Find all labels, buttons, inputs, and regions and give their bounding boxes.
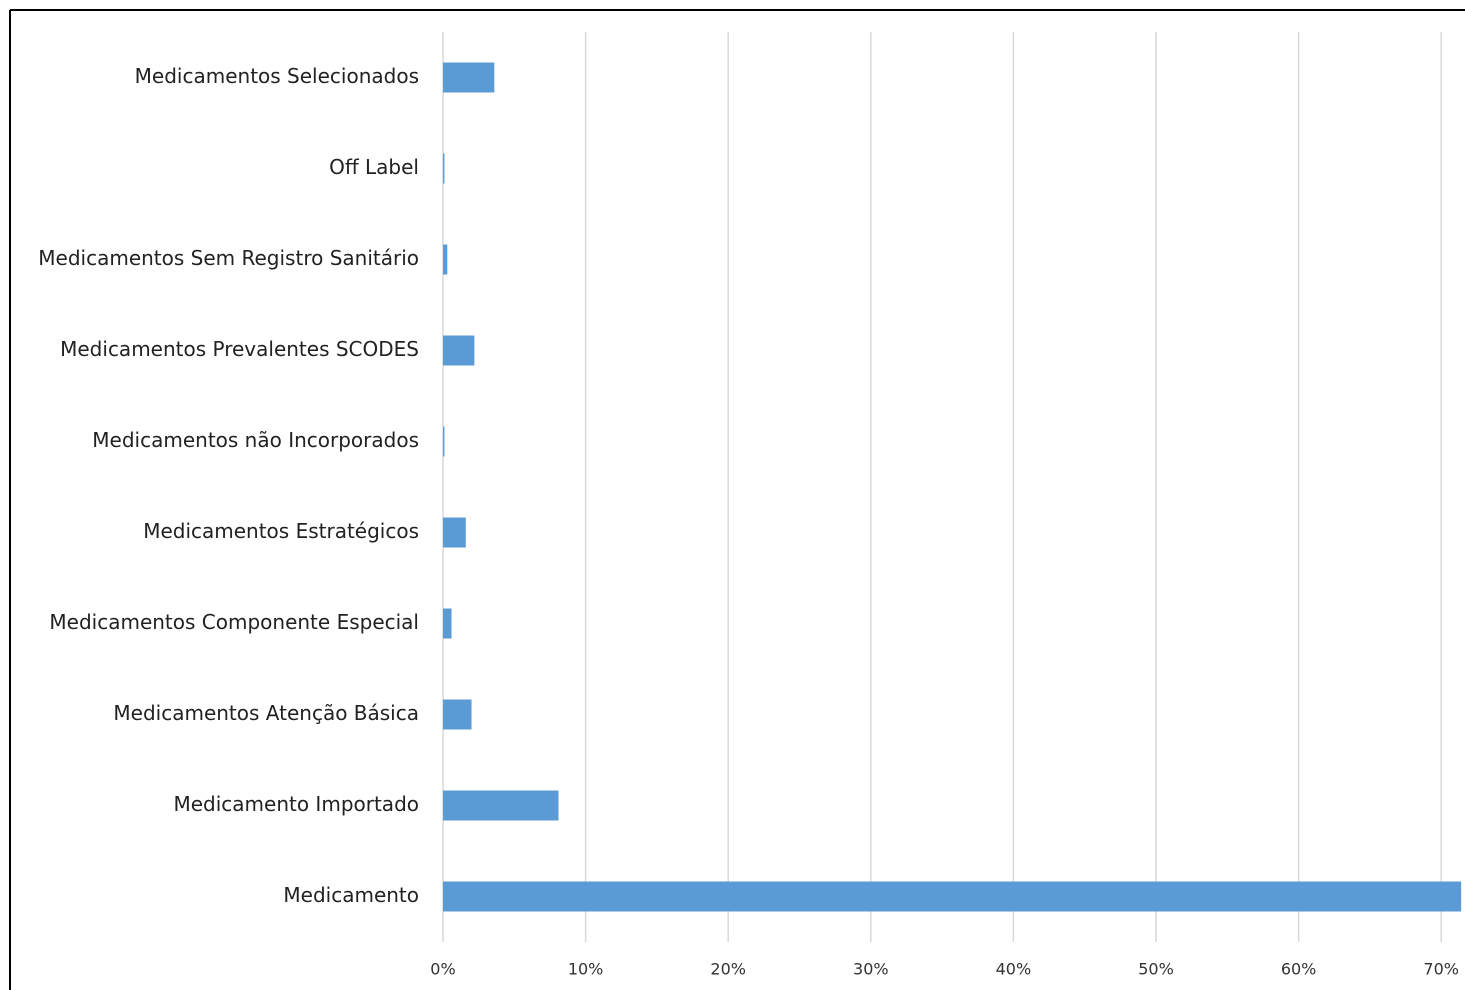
bar: [443, 608, 452, 639]
bar: [443, 517, 466, 548]
y-tick-label: Medicamentos Componente Especial: [49, 610, 419, 634]
bar: [443, 244, 448, 275]
x-tick-label: 0%: [430, 960, 455, 979]
bar: [443, 790, 559, 821]
x-tick-label: 70%: [1423, 960, 1459, 979]
y-tick-label: Medicamentos Atenção Básica: [113, 701, 419, 725]
bar: [443, 699, 472, 730]
y-tick-label: Medicamentos Selecionados: [135, 64, 419, 88]
y-tick-label: Medicamentos Estratégicos: [143, 519, 419, 543]
x-tick-label: 40%: [996, 960, 1032, 979]
bar: [443, 335, 475, 366]
x-tick-label: 30%: [853, 960, 889, 979]
x-tick-label: 60%: [1281, 960, 1317, 979]
y-tick-label: Medicamento: [283, 883, 419, 907]
x-tick-label: 10%: [568, 960, 604, 979]
bar: [443, 426, 445, 457]
bar: [443, 153, 445, 184]
x-tick-label: 20%: [710, 960, 746, 979]
y-tick-label: Medicamentos Sem Registro Sanitário: [38, 246, 419, 270]
y-tick-label: Medicamento Importado: [173, 792, 419, 816]
y-tick-label: Medicamentos não Incorporados: [92, 428, 419, 452]
x-tick-label: 50%: [1138, 960, 1174, 979]
bar: [443, 881, 1462, 912]
bar: [443, 62, 495, 93]
y-tick-label: Medicamentos Prevalentes SCODES: [60, 337, 419, 361]
y-tick-label: Off Label: [329, 155, 419, 179]
